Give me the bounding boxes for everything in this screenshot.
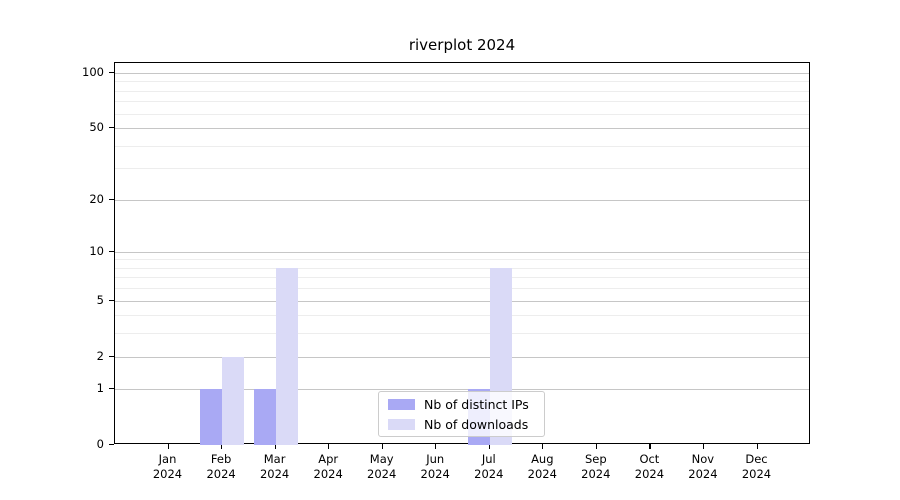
minor-gridline [115, 113, 809, 115]
y-tick-label: 50 [89, 120, 104, 135]
y-tick-mark [109, 250, 114, 252]
x-tick-label: Mar 2024 [259, 452, 290, 481]
major-gridline [115, 128, 809, 130]
bar-downloads [222, 356, 245, 445]
x-tick-mark [542, 444, 544, 449]
y-tick-label: 1 [96, 381, 104, 396]
x-tick-label: Aug 2024 [527, 452, 557, 481]
x-tick-mark [702, 444, 705, 449]
legend: Nb of distinct IPs Nb of downloads [378, 391, 545, 437]
major-gridline [115, 73, 809, 74]
y-tick-mark [109, 72, 114, 74]
x-tick-label: Feb 2024 [206, 452, 236, 481]
x-tick-label: Jun 2024 [420, 452, 450, 481]
x-tick-mark [328, 444, 330, 449]
x-tick-label: Jul 2024 [474, 452, 504, 481]
x-tick-label: May 2024 [367, 452, 397, 481]
chart-title: riverplot 2024 [408, 36, 516, 54]
major-gridline [115, 300, 809, 302]
y-tick-label: 100 [82, 65, 104, 79]
legend-label-distinct-ips: Nb of distinct IPs [424, 396, 529, 412]
x-tick-label: Jan 2024 [152, 452, 183, 481]
legend-item-downloads: Nb of downloads [388, 416, 535, 432]
legend-swatch-distinct-ips [388, 398, 415, 410]
bar-downloads [275, 267, 298, 445]
y-tick-mark [109, 127, 114, 129]
minor-gridline [115, 101, 809, 103]
y-tick-label: 20 [89, 191, 104, 206]
x-tick-label: Dec 2024 [741, 452, 772, 481]
x-tick-mark [435, 444, 437, 449]
y-tick-mark [109, 198, 114, 200]
minor-gridline [115, 168, 809, 170]
x-tick-mark [221, 444, 223, 449]
major-gridline [115, 251, 809, 253]
legend-swatch-downloads [388, 418, 415, 430]
x-tick-mark [167, 444, 169, 449]
y-tick-label: 2 [96, 348, 104, 363]
bar-distinct-ips [200, 389, 223, 445]
x-tick-mark [595, 444, 597, 449]
y-tick-mark [109, 355, 114, 357]
x-tick-label: Sep 2024 [581, 452, 611, 481]
minor-gridline [115, 315, 809, 317]
y-tick-mark [109, 388, 114, 390]
y-tick-label: 10 [89, 243, 104, 258]
major-gridline [115, 389, 809, 391]
minor-gridline [115, 90, 809, 92]
major-gridline [115, 356, 809, 358]
y-tick-mark [109, 444, 114, 446]
minor-gridline [115, 81, 809, 83]
minor-gridline [115, 259, 809, 261]
legend-item-distinct-ips: Nb of distinct IPs [388, 396, 535, 412]
x-tick-mark [756, 444, 758, 449]
major-gridline [115, 199, 809, 201]
y-tick-mark [109, 299, 114, 301]
x-tick-mark [488, 444, 490, 449]
x-tick-label: Nov 2024 [688, 452, 718, 481]
minor-gridline [115, 333, 809, 335]
minor-gridline [115, 288, 809, 290]
x-tick-label: Apr 2024 [313, 452, 343, 481]
x-tick-mark [649, 444, 651, 449]
minor-gridline [115, 277, 809, 279]
x-tick-mark [381, 444, 383, 449]
minor-gridline [115, 267, 809, 269]
minor-gridline [115, 145, 809, 147]
y-tick-label: 0 [96, 437, 104, 451]
x-tick-mark [274, 444, 276, 449]
legend-label-downloads: Nb of downloads [424, 416, 529, 432]
x-tick-label: Oct 2024 [634, 452, 665, 481]
y-tick-label: 5 [96, 292, 104, 307]
plot-area [114, 62, 810, 445]
bar-distinct-ips [253, 389, 276, 445]
